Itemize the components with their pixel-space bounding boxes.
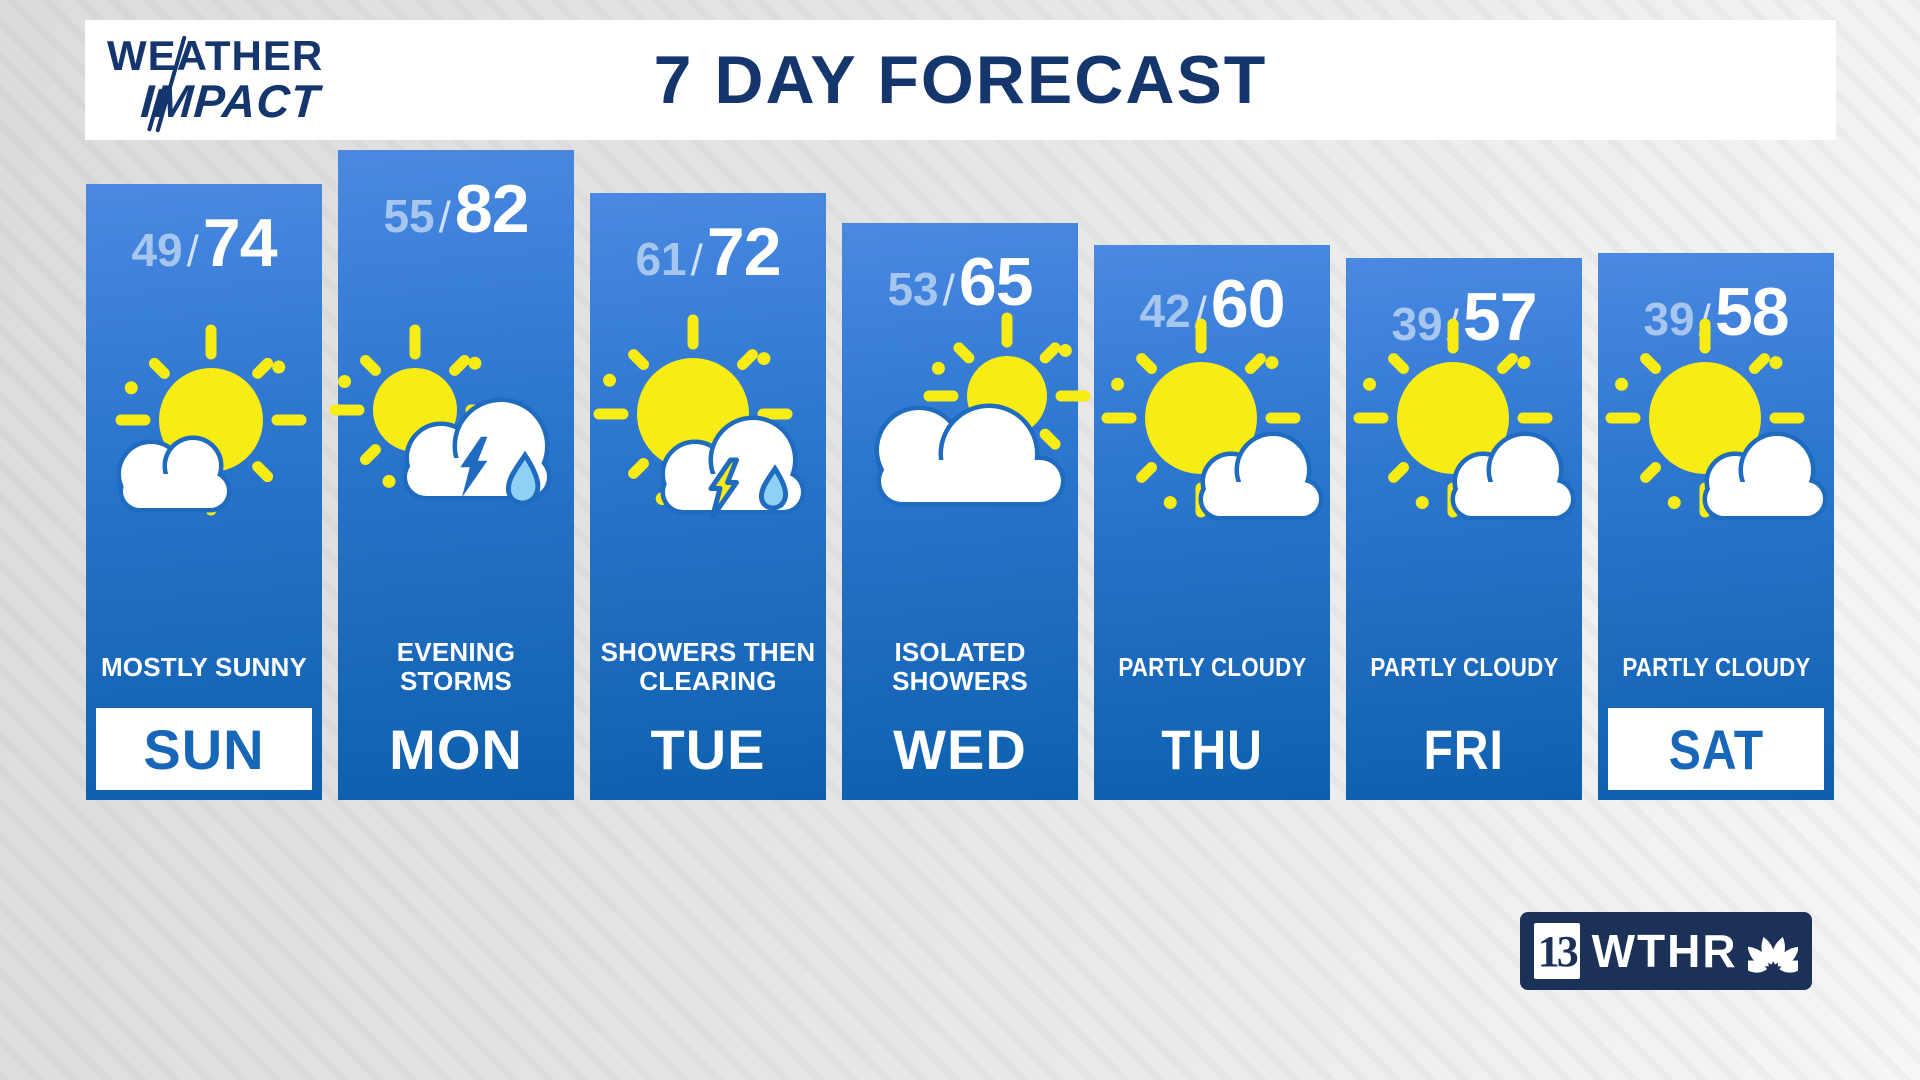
low-temp: 39 xyxy=(1391,298,1443,350)
day-label: TUE xyxy=(600,708,816,790)
temps: 61 / 72 xyxy=(590,213,826,291)
condition-text: ISOLATED SHOWERS xyxy=(892,637,1028,696)
page-title: 7 DAY FORECAST xyxy=(653,42,1268,118)
temp-separator: / xyxy=(186,227,199,276)
nbc-peacock-icon xyxy=(1747,936,1798,973)
condition-text: EVENING STORMS xyxy=(396,637,516,696)
logo-text-weather: WEATHER xyxy=(107,32,324,79)
day-label: MON xyxy=(348,708,564,790)
day-text: WED xyxy=(893,717,1027,781)
mostly-sunny-icon xyxy=(99,324,309,528)
showers-then-clearing-icon xyxy=(593,314,813,528)
low-temp: 49 xyxy=(131,224,183,276)
station-number-box: 13 xyxy=(1534,923,1580,979)
day-text: FRI xyxy=(1423,717,1505,781)
isolated-showers-icon xyxy=(855,312,1091,528)
condition-label: SHOWERS THEN CLEARING xyxy=(597,634,819,700)
condition-text: MOSTLY SUNNY xyxy=(100,651,308,682)
high-temp: 58 xyxy=(1714,274,1790,350)
condition-text: SHOWERS THEN CLEARING xyxy=(600,637,816,696)
day-label: SAT xyxy=(1608,708,1824,790)
condition-text: PARTLY CLOUDY xyxy=(1369,651,1559,682)
forecast-day-card: 42 / 60 PARTLY CLOUDY THU xyxy=(1094,245,1330,800)
condition-label: ISOLATED SHOWERS xyxy=(849,634,1071,700)
temps: 55 / 82 xyxy=(338,170,574,248)
partly-cloudy-icon xyxy=(1101,318,1324,528)
condition-text: PARTLY CLOUDY xyxy=(1117,651,1307,682)
temps: 49 / 74 xyxy=(86,204,322,282)
partly-cloudy-icon xyxy=(1353,318,1576,528)
day-label: THU xyxy=(1104,708,1320,790)
day-text: THU xyxy=(1161,717,1263,781)
temp-separator: / xyxy=(438,193,451,242)
high-temp: 72 xyxy=(706,214,782,290)
station-number: 13 xyxy=(1537,926,1579,976)
condition-label: PARTLY CLOUDY xyxy=(1353,634,1575,700)
condition-label: EVENING STORMS xyxy=(345,634,567,700)
low-temp: 53 xyxy=(887,263,939,315)
forecast-day-card: 61 / 72 SHOWERS THEN CLEARING TUE xyxy=(590,193,826,800)
low-temp: 39 xyxy=(1643,293,1695,345)
condition-label: PARTLY CLOUDY xyxy=(1101,634,1323,700)
high-temp: 82 xyxy=(454,171,530,247)
low-temp: 55 xyxy=(383,190,435,242)
temp-separator: / xyxy=(942,266,955,315)
condition-text: PARTLY CLOUDY xyxy=(1621,651,1811,682)
forecast-day-card: 49 / 74 MOSTLY SUNNY SUN xyxy=(86,184,322,800)
high-temp: 57 xyxy=(1462,279,1538,355)
low-temp: 42 xyxy=(1139,285,1191,337)
temps: 53 / 65 xyxy=(842,243,1078,321)
high-temp: 74 xyxy=(202,205,278,281)
day-text: MON xyxy=(389,717,523,781)
day-text: SAT xyxy=(1668,717,1764,781)
forecast-day-card: 55 / 82 EVENING STORMS MON xyxy=(329,150,574,800)
partly-cloudy-icon xyxy=(1605,318,1828,528)
evening-storms-icon xyxy=(329,324,561,528)
weather-impact-logo: WEATHER IMPACT xyxy=(107,32,437,133)
high-temp: 60 xyxy=(1210,266,1286,342)
day-label: WED xyxy=(852,708,1068,790)
condition-label: PARTLY CLOUDY xyxy=(1605,634,1827,700)
forecast-day-card: 53 / 65 ISOLATED SHOWERS WED xyxy=(842,223,1091,800)
low-temp: 61 xyxy=(635,233,687,285)
station-logo: 13 WTHR xyxy=(1520,912,1812,990)
day-label: FRI xyxy=(1356,708,1572,790)
temp-separator: / xyxy=(690,236,703,285)
station-callsign: WTHR xyxy=(1591,925,1738,977)
day-label: SUN xyxy=(96,708,312,790)
condition-label: MOSTLY SUNNY xyxy=(93,634,315,700)
forecast-day-card: 39 / 57 PARTLY CLOUDY FRI xyxy=(1346,258,1582,800)
header-bar: WEATHER IMPACT 7 DAY FORECAST xyxy=(85,20,1836,140)
forecast-day-card: 39 / 58 PARTLY CLOUDY SAT xyxy=(1598,253,1834,800)
high-temp: 65 xyxy=(958,244,1034,320)
temps: 42 / 60 xyxy=(1094,265,1330,343)
day-text: TUE xyxy=(650,717,766,781)
day-text: SUN xyxy=(143,717,265,781)
